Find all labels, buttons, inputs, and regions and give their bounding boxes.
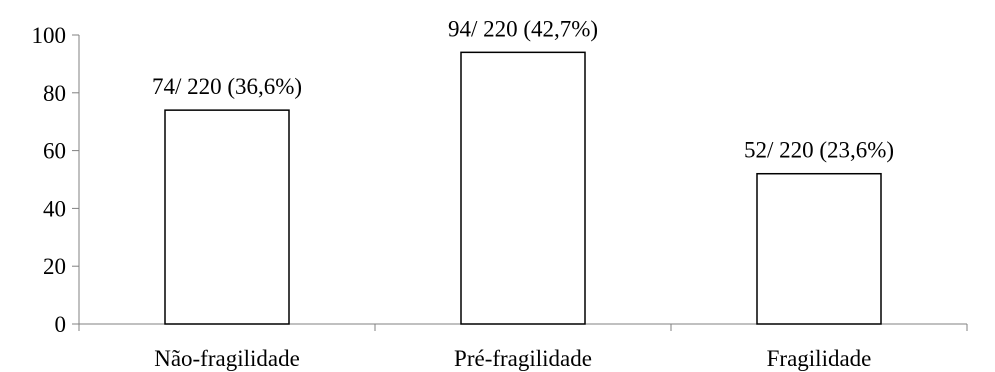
y-tick-label: 0 bbox=[55, 312, 67, 337]
data-label: 94/ 220 (42,7%) bbox=[448, 16, 598, 41]
y-tick-label: 100 bbox=[32, 23, 67, 48]
y-tick-label: 80 bbox=[43, 81, 66, 106]
data-label: 74/ 220 (36,6%) bbox=[152, 74, 302, 99]
data-label: 52/ 220 (23,6%) bbox=[744, 138, 894, 163]
y-tick-label: 60 bbox=[43, 139, 66, 164]
bar bbox=[164, 109, 290, 325]
y-tick-label: 40 bbox=[43, 196, 66, 221]
y-tick-label: 20 bbox=[43, 254, 66, 279]
x-category-label: Não-fragilidade bbox=[154, 346, 300, 371]
bar bbox=[756, 172, 882, 325]
bars bbox=[164, 51, 882, 325]
labels: 74/ 220 (36,6%) Não-fragilidade 94/ 220 (4… bbox=[152, 16, 894, 371]
x-category-label: Fragilidade bbox=[767, 346, 872, 371]
x-category-label: Pré-fragilidade bbox=[454, 346, 592, 371]
bar bbox=[460, 51, 586, 325]
